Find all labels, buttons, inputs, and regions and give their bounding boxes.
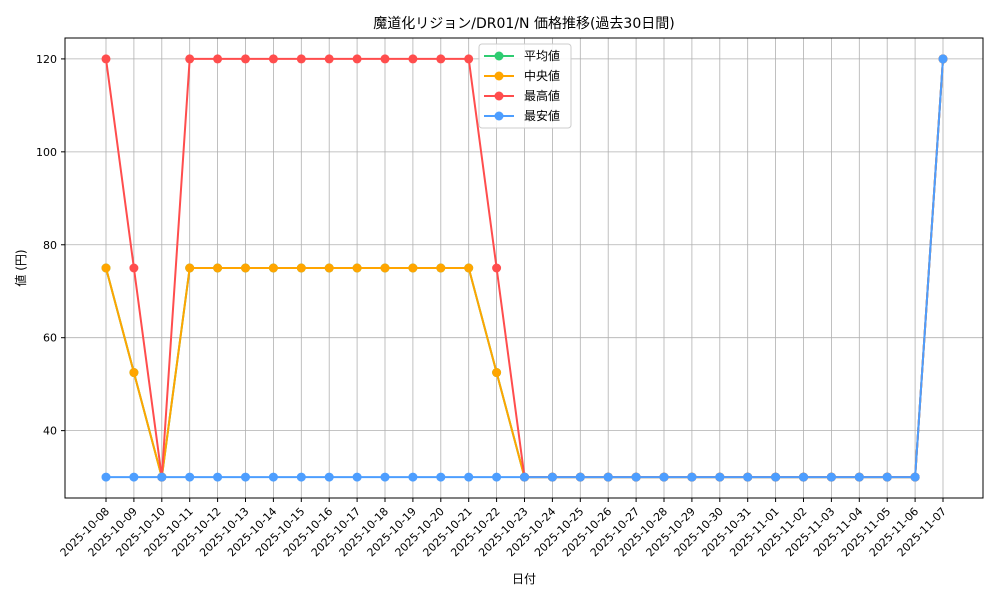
data-point: [799, 472, 808, 482]
legend-label: 中央値: [524, 68, 560, 83]
data-point: [854, 472, 864, 482]
data-point: [380, 54, 390, 64]
y-tick-label: 100: [36, 146, 57, 159]
data-point: [268, 472, 278, 482]
data-point: [380, 263, 390, 273]
data-point: [520, 472, 529, 482]
data-point: [213, 263, 223, 273]
data-point: [185, 263, 195, 273]
data-point: [129, 263, 139, 273]
data-point: [464, 54, 474, 64]
data-point: [436, 263, 446, 273]
data-point: [352, 54, 362, 64]
data-point: [213, 54, 223, 64]
data-point: [436, 54, 446, 64]
data-point: [129, 368, 139, 378]
data-point: [547, 472, 557, 482]
plot-frame: [64, 37, 984, 499]
data-point: [352, 472, 362, 482]
data-point: [185, 54, 195, 64]
data-point: [408, 472, 418, 482]
legend-marker: [494, 91, 504, 101]
data-point: [826, 472, 836, 482]
data-point: [324, 54, 334, 64]
data-point: [352, 263, 362, 273]
legend-label: 平均値: [524, 48, 560, 63]
data-point: [743, 472, 753, 482]
y-tick-label: 40: [43, 425, 57, 438]
data-point: [241, 472, 250, 482]
y-axis-label: 値 (円): [13, 249, 28, 286]
data-point: [575, 472, 585, 482]
data-point: [938, 54, 948, 64]
data-point: [631, 472, 641, 482]
data-point: [492, 472, 502, 482]
data-point: [101, 472, 111, 482]
data-point: [882, 472, 892, 482]
data-point: [213, 472, 223, 482]
data-point: [157, 472, 167, 482]
legend-marker: [494, 71, 504, 81]
x-axis-label: 日付: [512, 572, 536, 586]
data-point: [771, 472, 781, 482]
y-tick-label: 120: [36, 53, 57, 66]
data-point: [603, 472, 613, 482]
data-point: [101, 54, 111, 64]
data-point: [296, 263, 306, 273]
data-point: [380, 472, 390, 482]
data-point: [408, 263, 418, 273]
data-point: [324, 263, 334, 273]
data-point: [129, 472, 139, 482]
data-point: [492, 263, 502, 273]
data-point: [241, 54, 250, 64]
legend-box: [478, 43, 572, 129]
data-point: [296, 472, 306, 482]
data-point: [464, 472, 474, 482]
data-point: [715, 472, 725, 482]
data-point: [268, 263, 278, 273]
data-point: [101, 263, 111, 273]
y-tick-label: 60: [43, 332, 57, 345]
data-point: [408, 54, 418, 64]
data-point: [185, 472, 195, 482]
legend-marker: [494, 111, 504, 121]
data-point: [464, 263, 474, 273]
data-point: [241, 263, 250, 273]
data-point: [296, 54, 306, 64]
legend-marker: [494, 51, 504, 61]
legend-label: 最安値: [524, 108, 560, 123]
data-point: [910, 472, 920, 482]
y-tick-label: 80: [43, 239, 57, 252]
data-point: [436, 472, 446, 482]
data-point: [268, 54, 278, 64]
data-point: [659, 472, 669, 482]
data-point: [492, 368, 502, 378]
data-point: [324, 472, 334, 482]
legend-label: 最高値: [524, 88, 560, 103]
chart-title: 魔道化リジョン/DR01/N 価格推移(過去30日間): [373, 16, 674, 32]
data-point: [687, 472, 697, 482]
